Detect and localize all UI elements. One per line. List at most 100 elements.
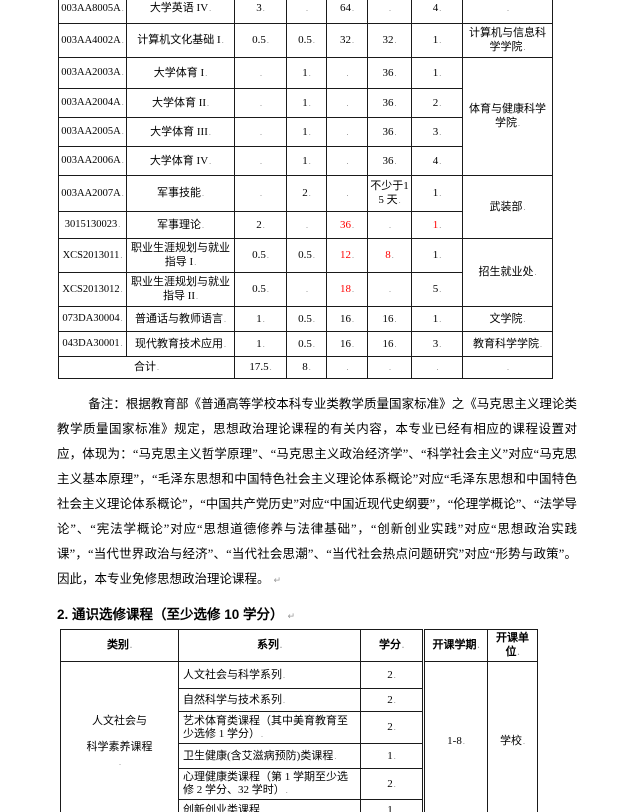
cell-semester: 5 — [411, 272, 463, 307]
elective-row: 心理健康类课程（第 1 学期至少选修 2 学分、32 学时） 2 — [61, 768, 538, 800]
cell-credit-1 — [234, 175, 287, 212]
cell-hours-1: 16 — [326, 331, 368, 357]
cell-unit: 教育科学学院 — [462, 331, 553, 357]
cell-credit-2: 2 — [286, 175, 327, 212]
cell-total-credit-2: 8 — [286, 356, 327, 379]
cell-credit-2: 0.5 — [286, 238, 327, 273]
cell-course-code: XCS2013012 — [58, 272, 127, 307]
cell-semester: 1 — [411, 211, 463, 239]
cell-credit-1 — [234, 146, 287, 176]
cell-hours-1: 36 — [326, 211, 368, 239]
cell-hours-1: 64 — [326, 0, 368, 24]
cell-semester: 1 — [411, 23, 463, 58]
cell-hours-2: 36 — [367, 88, 412, 118]
course-row: 003AA2006A 大学体育 IV 1 36 4 — [58, 146, 553, 176]
cell-credit-2: 0.5 — [286, 306, 327, 332]
cell-credit-2: 1 — [286, 146, 327, 176]
elective-row: 人文社会与 科学素养课程 人文社会与科学系列 2 1-8 学校 — [60, 661, 538, 812]
cell-category: 人文社会与 科学素养课程 — [60, 661, 179, 812]
cell-credit-2: 1 — [286, 88, 327, 118]
cell-semester: 1 — [411, 306, 463, 332]
cell-semester: 3 — [411, 117, 463, 147]
cell-semester: 1-8 — [423, 661, 488, 812]
cell-hours-2: 16 — [367, 331, 412, 357]
course-row: 003AA2007A 军事技能 2 不少于15 天 1 武装部 — [58, 175, 553, 239]
cell-course-name: 现代教育技术应用 — [126, 331, 235, 357]
total-row: 合计 17.5 8 — [58, 356, 553, 379]
cell-semester: 1 — [411, 57, 463, 89]
cell-credit-1 — [234, 57, 287, 89]
cell-credit: 2 — [360, 688, 425, 712]
cell-course-name: 普通话与教师语言 — [126, 306, 235, 332]
cell-credit-1: 0.5 — [234, 23, 287, 58]
cell-unit: 计算机与信息科学学院 — [462, 23, 553, 58]
cell-credit-2: 0.5 — [286, 331, 327, 357]
cell-hours-2 — [367, 272, 412, 307]
cell-course-name: 大学体育 IV — [126, 146, 235, 176]
required-courses-table: 003AA8005A 大学英语 IV 3 64 4 003AA4002A 计算机… — [58, 0, 553, 379]
cell-credit: 2 — [360, 768, 425, 800]
cell-series: 人文社会与科学系列 — [178, 661, 361, 689]
cell-hours-1 — [326, 146, 368, 176]
cell-hours-1: 18 — [326, 272, 368, 307]
cell-unit: 招生就业处 — [462, 238, 553, 307]
cell-semester: 4 — [411, 146, 463, 176]
cell-hours-2: 36 — [367, 146, 412, 176]
cell-credit-2: 1 — [286, 117, 327, 147]
cell-total-label: 合计 — [58, 356, 235, 379]
cell-credit-1 — [234, 88, 287, 118]
cell-hours-2: 不少于15 天 — [367, 175, 412, 212]
course-row: 3015130023 军事理论 2 36 1 — [58, 211, 553, 239]
cell-total-credit-1: 17.5 — [234, 356, 287, 379]
cell-course-code: 003AA2007A — [58, 175, 127, 212]
cell-credit-2: 0.5 — [286, 23, 327, 58]
cell-hours-1: 32 — [326, 23, 368, 58]
cell-series: 艺术体育类课程（其中美育教育至少选修 1 学分） — [178, 711, 361, 744]
course-row: 003AA4002A 计算机文化基础 I 0.5 0.5 32 32 1 计算机… — [58, 23, 553, 58]
cell-course-name: 大学体育 II — [126, 88, 235, 118]
cell-hours-2 — [367, 0, 412, 24]
elective-row: 创新创业类课程 1 — [61, 799, 538, 812]
cell-total-hours-2 — [367, 356, 412, 379]
cell-hours-1: 12 — [326, 238, 368, 273]
cell-credit-1: 2 — [234, 211, 287, 239]
cell-unit: 文学院 — [462, 306, 553, 332]
cell-credit-2 — [286, 272, 327, 307]
cell-series: 卫生健康(含艾滋病预防)类课程 — [178, 743, 361, 769]
cell-hours-2: 8 — [367, 238, 412, 273]
course-row: 003AA8005A 大学英语 IV 3 64 4 — [58, 0, 553, 24]
cell-unit — [462, 0, 553, 24]
category-line: 人文社会与 — [92, 714, 147, 727]
cell-credit-2 — [286, 0, 327, 24]
elective-row: 自然科学与技术系列 2 — [61, 688, 538, 712]
cell-course-name: 大学体育 III — [126, 117, 235, 147]
header-series: 系列 — [178, 629, 361, 662]
cell-credit: 2 — [360, 661, 425, 689]
cell-course-code: 043DA30001 — [58, 331, 127, 357]
cell-credit: 1 — [360, 799, 425, 812]
cell-total-unit — [462, 356, 553, 379]
cell-course-code: 003AA2005A — [58, 117, 127, 147]
cell-course-code: 003AA2003A — [58, 57, 127, 89]
header-unit: 开课单位 — [487, 629, 538, 662]
header-category: 类别 — [60, 629, 179, 662]
cell-semester: 1 — [411, 238, 463, 273]
elective-courses-table: 类别 系列 学分 开课学期 开课单位 人文社会与 科学素养课程 人文社会与科学系… — [60, 629, 538, 812]
cell-course-code: 003AA4002A — [58, 23, 127, 58]
course-row: XCS2013011 职业生涯规划与就业指导 I 0.5 0.5 12 8 1 … — [58, 238, 553, 307]
header-semester: 开课学期 — [423, 629, 488, 662]
course-row: XCS2013012 职业生涯规划与就业指导 II 0.5 18 5 — [58, 272, 553, 307]
cell-hours-2 — [367, 211, 412, 239]
cell-unit: 体育与健康科学学院 — [462, 57, 553, 176]
cell-hours-2: 36 — [367, 57, 412, 89]
cell-course-name: 职业生涯规划与就业指导 II — [126, 272, 235, 307]
cell-hours-1: 16 — [326, 306, 368, 332]
cell-course-name: 职业生涯规划与就业指导 I — [126, 238, 235, 273]
required-courses-table-wrapper: 003AA8005A 大学英语 IV 3 64 4 003AA4002A 计算机… — [58, 0, 553, 379]
cell-credit-1 — [234, 117, 287, 147]
course-row: 043DA30001 现代教育技术应用 1 0.5 16 16 3 教育科学学院 — [58, 331, 553, 357]
cell-hours-1 — [326, 117, 368, 147]
cell-course-name: 军事技能 — [126, 175, 235, 212]
cell-credit-1: 3 — [234, 0, 287, 24]
